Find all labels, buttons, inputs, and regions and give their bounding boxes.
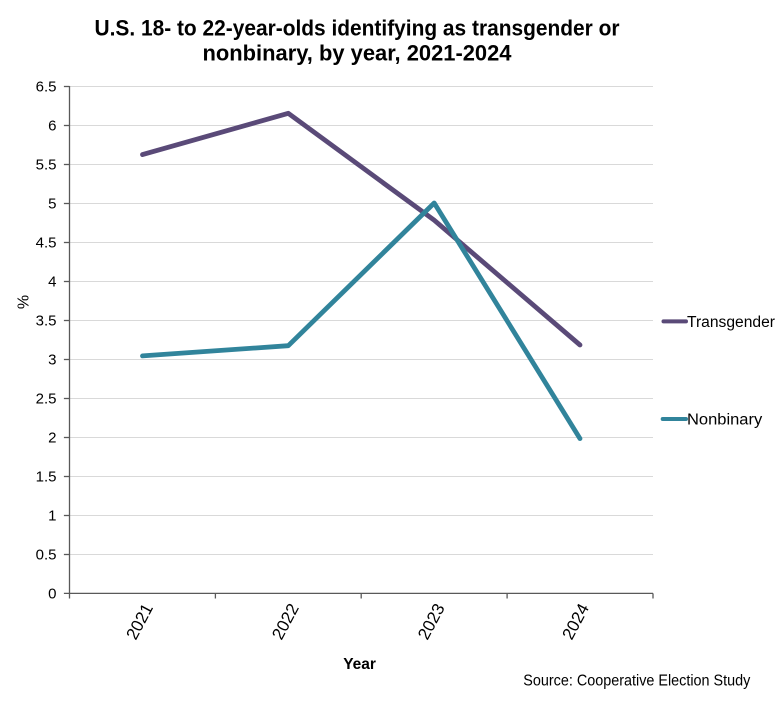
svg-text:6: 6	[48, 117, 56, 134]
svg-text:Source: Cooperative Election S: Source: Cooperative Election Study	[523, 673, 750, 690]
svg-text:3: 3	[48, 351, 56, 368]
svg-text:0.5: 0.5	[36, 546, 57, 563]
svg-text:%: %	[16, 295, 33, 309]
svg-text:2.5: 2.5	[36, 390, 57, 407]
svg-text:4.5: 4.5	[36, 234, 57, 251]
svg-text:Transgender: Transgender	[687, 314, 775, 331]
svg-text:0: 0	[48, 585, 56, 602]
svg-text:3.5: 3.5	[36, 312, 57, 329]
svg-text:1.5: 1.5	[36, 468, 57, 485]
svg-text:1: 1	[48, 507, 56, 524]
svg-text:Nonbinary: Nonbinary	[687, 412, 762, 429]
svg-text:Year: Year	[343, 656, 376, 673]
svg-text:2: 2	[48, 429, 56, 446]
svg-text:6.5: 6.5	[36, 78, 57, 95]
svg-text:U.S. 18- to 22-year-olds ident: U.S. 18- to 22-year-olds identifying as …	[95, 16, 620, 41]
svg-text:5.5: 5.5	[36, 156, 57, 173]
svg-text:5: 5	[48, 195, 56, 212]
svg-text:nonbinary, by year, 2021-2024: nonbinary, by year, 2021-2024	[203, 40, 513, 65]
svg-text:4: 4	[48, 273, 56, 290]
